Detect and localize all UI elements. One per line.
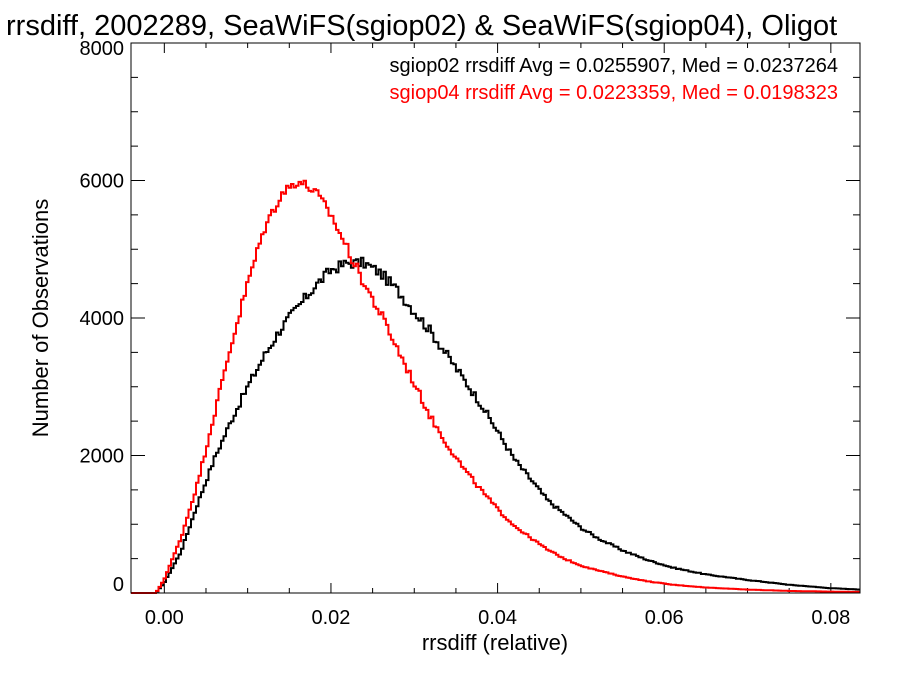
y-tick-label: 8000 <box>80 38 125 60</box>
x-tick-label: 0.04 <box>478 607 517 629</box>
x-tick-label: 0.06 <box>645 607 684 629</box>
y-tick-label: 2000 <box>80 446 125 468</box>
legend-entry-sgiop04: sgiop04 rrsdiff Avg = 0.0223359, Med = 0… <box>390 82 839 104</box>
y-tick-label: 6000 <box>80 171 125 193</box>
plot-frame <box>130 42 861 594</box>
x-tick-label: 0.08 <box>811 607 850 629</box>
series-line-sgiop02 <box>131 256 860 594</box>
y-tick-labels: 0 2000 4000 6000 8000 <box>80 38 125 596</box>
series-line-sgiop04 <box>131 179 860 594</box>
chart-title: rrsdiff, 2002289, SeaWiFS(sgiop02) & Sea… <box>6 10 837 42</box>
y-tick-label: 4000 <box>80 308 125 330</box>
x-tick-label: 0.00 <box>145 607 184 629</box>
tick-marks <box>131 42 860 594</box>
x-tick-labels: 0.00 0.02 0.04 0.06 0.08 <box>145 607 850 629</box>
y-tick-label: 0 <box>113 574 124 596</box>
y-axis-label: Number of Observations <box>28 199 53 437</box>
legend-entry-sgiop02: sgiop02 rrsdiff Avg = 0.0255907, Med = 0… <box>390 55 839 77</box>
x-tick-label: 0.02 <box>311 607 350 629</box>
series-layer <box>131 179 860 594</box>
x-axis-label: rrsdiff (relative) <box>422 630 568 655</box>
